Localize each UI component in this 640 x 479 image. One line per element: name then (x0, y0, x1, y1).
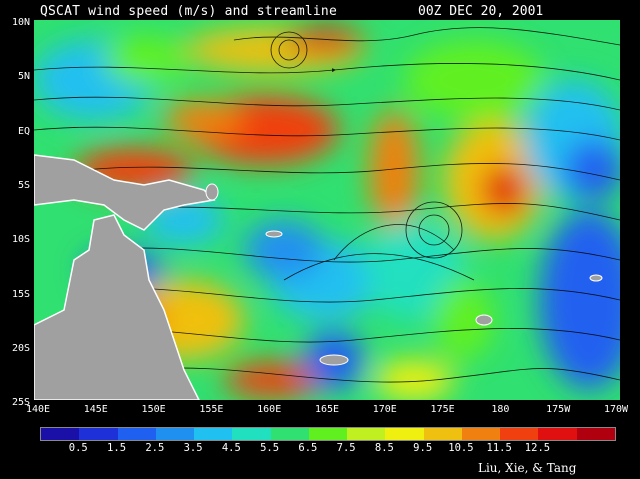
colorbar-swatch (385, 428, 424, 440)
longitude-label: 155E (199, 404, 224, 415)
colorbar-label: 0.5 (68, 442, 88, 454)
colorbar-swatch (423, 428, 462, 440)
colorbar-label: 8.5 (374, 442, 394, 454)
latitude-label: 25S (11, 397, 30, 409)
latitude-label: 15S (11, 288, 30, 300)
colorbar-label: 2.5 (145, 442, 165, 454)
colorbar-swatch (117, 428, 156, 440)
streamlines (34, 27, 620, 383)
map-datestamp: 00Z DEC 20, 2001 (418, 4, 544, 19)
longitude-label: 170E (372, 404, 397, 415)
speed-blobs (34, 28, 620, 400)
islands (205, 183, 603, 366)
longitude-label: 145E (83, 404, 108, 415)
longitude-label: 150E (141, 404, 166, 415)
longitude-label: 160E (257, 404, 282, 415)
colorbar-label: 5.5 (260, 442, 280, 454)
colorbar-label: 1.5 (107, 442, 127, 454)
colorbar-label: 4.5 (221, 442, 241, 454)
colorbar-swatch (500, 428, 539, 440)
latitude-label: 10N (11, 17, 30, 28)
colorbar-label: 7.5 (336, 442, 356, 454)
colorbar-swatch (461, 428, 501, 440)
longitude-label: 180 (491, 404, 510, 415)
colorbar (40, 427, 616, 441)
australia-landmass (34, 214, 200, 400)
colorbar-label: 12.5 (524, 442, 551, 454)
colorbar-label: 9.5 (413, 442, 433, 454)
colorbar-label: 10.5 (448, 442, 474, 454)
colorbar-swatch (538, 428, 577, 440)
colorbar-swatch (155, 428, 195, 440)
map-title: QSCAT wind speed (m/s) and streamline (40, 4, 337, 19)
latitude-label: 5S (17, 179, 30, 191)
colorbar-label: 3.5 (183, 442, 203, 454)
longitude-label: 175W (546, 404, 571, 415)
colorbar-swatch (232, 428, 271, 440)
latitude-label: EQ (17, 125, 30, 137)
colorbar-swatch (79, 428, 118, 440)
wind-field (34, 20, 620, 400)
longitude-label: 175E (430, 404, 455, 415)
colorbar-swatch (194, 428, 233, 440)
colorbar-swatch (41, 428, 80, 440)
longitude-label: 165E (314, 404, 340, 415)
credit-text: Liu, Xie, & Tang (478, 461, 577, 475)
colorbar-label: 6.5 (298, 442, 318, 454)
latitude-label: 5N (17, 71, 30, 83)
longitude-label: 140E (25, 404, 51, 415)
colorbar-swatch (270, 428, 309, 440)
colorbar-label: 11.5 (486, 442, 512, 454)
latitude-label: 10S (11, 234, 30, 246)
colorbar-swatch (576, 428, 615, 440)
longitude-label: 170W (603, 404, 629, 415)
colorbar-swatch (347, 428, 386, 440)
wind-speed-map (34, 20, 620, 400)
colorbar-swatch (308, 428, 348, 440)
latitude-label: 20S (11, 342, 30, 354)
new-guinea-landmass (34, 154, 216, 231)
